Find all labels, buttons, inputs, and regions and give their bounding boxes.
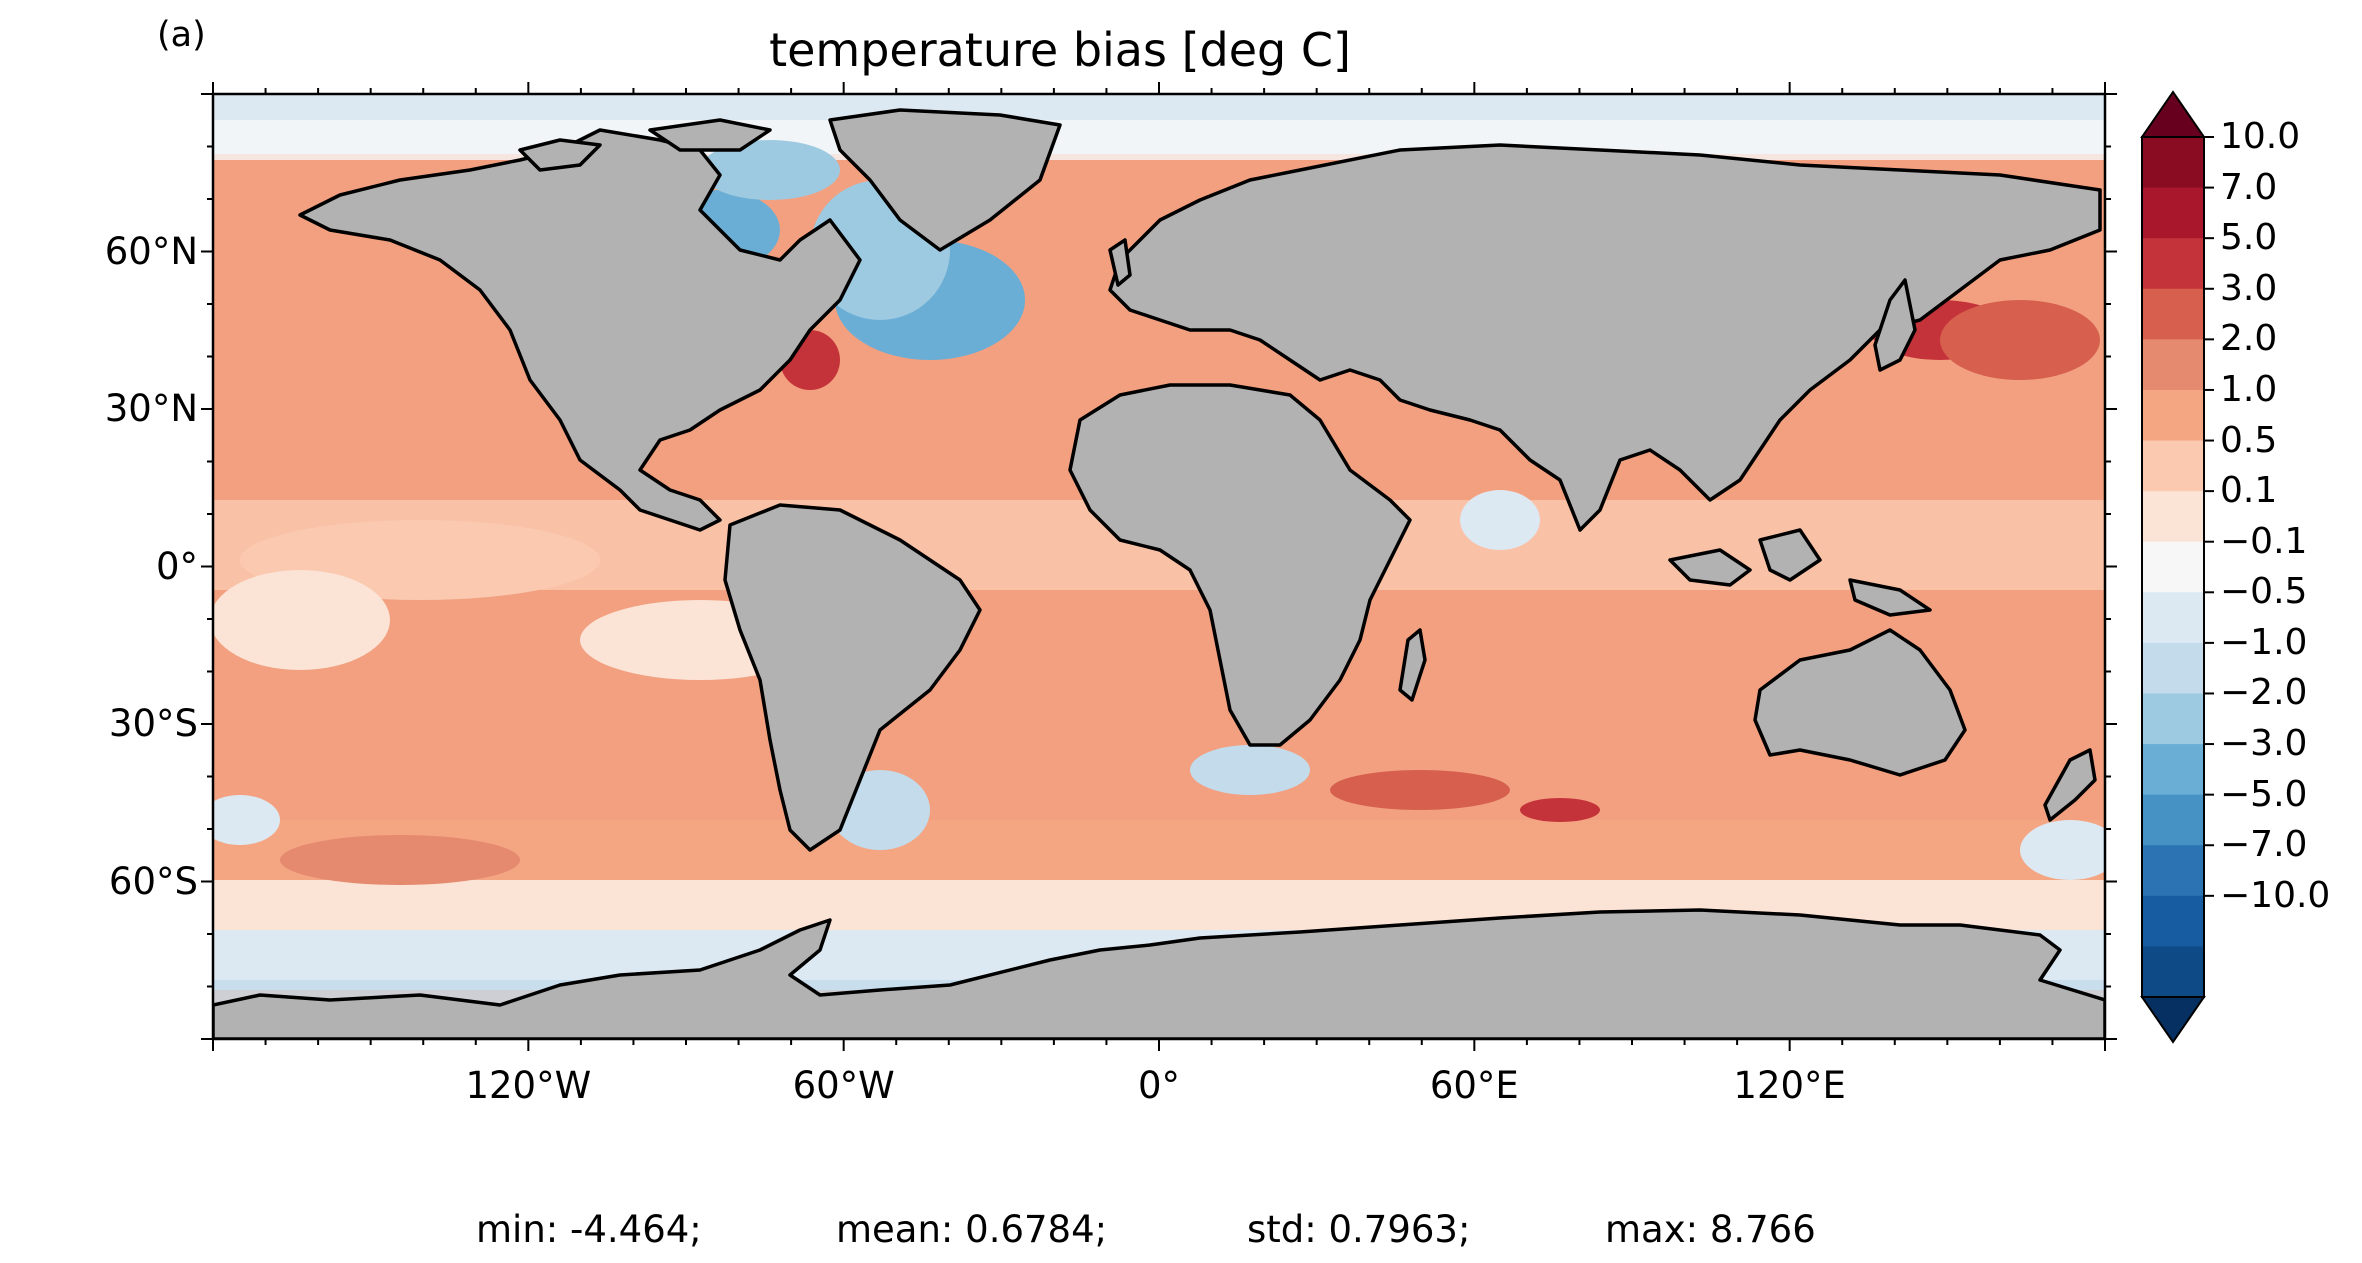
colorbar-tick-label: −2.0 <box>2220 672 2308 714</box>
colorbar-tick-label: 2.0 <box>2220 318 2278 360</box>
colorbar-tick-label: −3.0 <box>2220 723 2308 765</box>
colorbar-tick-label: −5.0 <box>2220 773 2308 815</box>
x-tick-label: 120°E <box>1733 1064 1846 1107</box>
colorbar-segment <box>2142 137 2204 189</box>
colorbar-tick-label: 7.0 <box>2220 166 2278 208</box>
land-south-america <box>723 503 982 852</box>
land-eurasia <box>1108 143 2102 532</box>
stat-mean: mean: 0.6784; <box>836 1208 1108 1251</box>
stat-max: max: 8.766 <box>1605 1208 1816 1251</box>
panel-label: (a) <box>157 15 206 55</box>
colorbar-segment <box>2142 288 2204 340</box>
colorbar-segment <box>2142 187 2204 239</box>
colorbar-segment <box>2142 794 2204 846</box>
colorbar-segment <box>2142 440 2204 492</box>
colorbar-segment <box>2142 744 2204 796</box>
stat-std: std: 0.7963; <box>1247 1208 1471 1251</box>
land-greenland <box>828 108 1062 252</box>
colorbar-tick-label: −10.0 <box>2220 874 2331 916</box>
colorbar-segment <box>2142 693 2204 745</box>
colorbar-tick-label: −1.0 <box>2220 621 2308 663</box>
stat-min: min: -4.464; <box>476 1208 702 1251</box>
land-africa <box>1068 383 1412 747</box>
colorbar-segment <box>2142 339 2204 391</box>
land-antarctica <box>213 908 2105 1039</box>
x-tick-label: 60°W <box>792 1064 895 1107</box>
colorbar-segment <box>2142 592 2204 644</box>
y-tick-label: 30°N <box>104 387 198 430</box>
colorbar-tick-label: −0.5 <box>2220 571 2308 613</box>
x-tick-label: 0° <box>1137 1064 1181 1107</box>
y-tick-label: 60°S <box>108 859 198 903</box>
colorbar-frame <box>2141 136 2205 998</box>
map-ticks <box>201 82 2117 1051</box>
x-tick-label: 120°W <box>465 1064 592 1107</box>
land-australia <box>1753 628 1967 777</box>
y-tick-label: 30°S <box>108 702 198 745</box>
colorbar-tick-label: −0.1 <box>2220 520 2308 562</box>
colorbar-segment <box>2142 946 2204 998</box>
land-north-america <box>298 128 862 532</box>
colorbar-segment <box>2142 389 2204 442</box>
colorbar-tick-label: 5.0 <box>2220 217 2278 259</box>
y-tick-label: 0° <box>155 544 198 588</box>
colorbar-tick-label: 0.5 <box>2220 419 2278 461</box>
colorbar <box>2140 90 2214 1044</box>
colorbar-extend-max <box>2140 90 2206 138</box>
colorbar-tick-label: 3.0 <box>2220 267 2278 309</box>
colorbar-tick-label: 0.1 <box>2220 470 2278 512</box>
y-tick-label: 60°N <box>104 229 198 273</box>
colorbar-tick-label: 10.0 <box>2220 116 2301 157</box>
land-masses <box>213 108 2105 1039</box>
colorbar-tick-label: −7.0 <box>2220 824 2308 866</box>
colorbar-tick-label: 1.0 <box>2220 368 2278 410</box>
colorbar-extend-min <box>2140 996 2206 1044</box>
colorbar-segment <box>2142 238 2204 290</box>
colorbar-segment <box>2142 491 2204 543</box>
x-tick-label: 60°E <box>1429 1064 1519 1107</box>
map-title: temperature bias [deg C] <box>769 23 1351 77</box>
colorbar-segment <box>2142 895 2204 948</box>
colorbar-segment <box>2142 642 2204 695</box>
colorbar-segment <box>2142 845 2204 897</box>
colorbar-segment <box>2142 541 2204 593</box>
